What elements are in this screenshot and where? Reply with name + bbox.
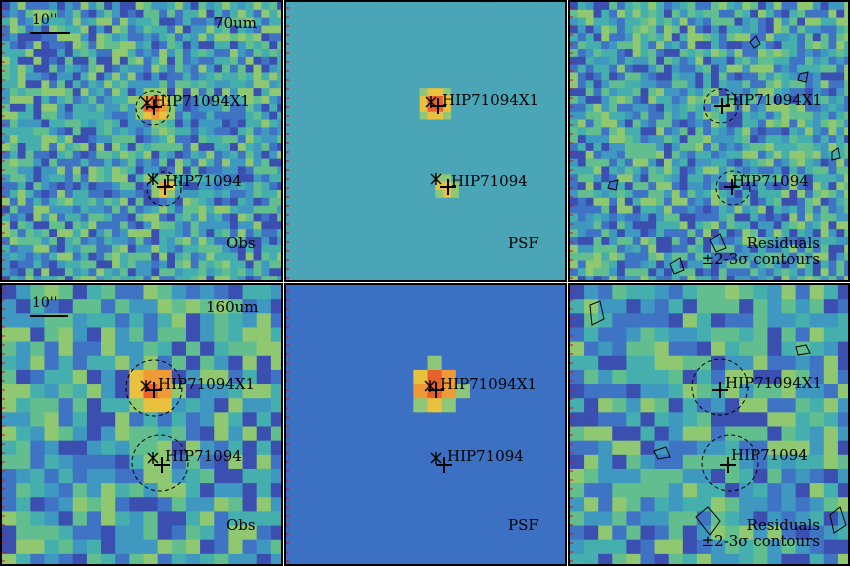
source-label-hip71094: HIP71094 — [447, 447, 524, 465]
source-label-hip71094: HIP71094 — [451, 172, 528, 190]
panel-label-psf: PSF — [508, 516, 539, 534]
res-panel-160um: Residuals ±2-3σ contours HIP71094X1 HIP7… — [568, 283, 850, 566]
band-label: 70um — [214, 14, 257, 32]
obs-panel-70um: 10'' 70um Obs HIP71094X1 HIP71094 — [0, 0, 283, 282]
psf-map-70um — [286, 2, 565, 280]
residuals-label: Residuals — [746, 516, 820, 534]
panel-label-obs: Obs — [226, 234, 256, 252]
contours-label: ±2-3σ contours — [701, 250, 820, 268]
psf-panel-70um: PSF HIP71094X1 HIP71094 — [284, 0, 567, 282]
source-label-hip71094x1: HIP71094X1 — [725, 374, 823, 392]
source-label-hip71094x1: HIP71094X1 — [158, 375, 256, 393]
scale-bar: 10'' — [30, 12, 70, 34]
panel-label-obs: Obs — [226, 516, 256, 534]
obs-panel-160um: 10'' 160um Obs HIP71094X1 HIP71094 — [0, 283, 283, 566]
source-label-hip71094x1: HIP71094X1 — [442, 91, 540, 109]
scale-label: 10'' — [32, 12, 58, 28]
source-label-hip71094: HIP71094 — [165, 172, 242, 190]
source-label-hip71094: HIP71094 — [731, 446, 808, 464]
source-label-hip71094x1: HIP71094X1 — [440, 375, 538, 393]
res-panel-70um: Residuals ±2-3σ contours HIP71094X1 HIP7… — [568, 0, 850, 282]
psf-map-160um — [286, 285, 565, 564]
contours-label: ±2-3σ contours — [701, 532, 820, 550]
residuals-label: Residuals — [746, 234, 820, 252]
scale-bar: 10'' — [30, 295, 68, 317]
source-label-hip71094x1: HIP71094X1 — [153, 92, 251, 110]
source-label-hip71094x1: HIP71094X1 — [725, 91, 823, 109]
band-label: 160um — [206, 298, 259, 316]
source-label-hip71094: HIP71094 — [732, 172, 809, 190]
panel-label-psf: PSF — [508, 234, 539, 252]
scale-label: 10'' — [32, 295, 58, 311]
source-label-hip71094: HIP71094 — [165, 447, 242, 465]
psf-panel-160um: PSF HIP71094X1 HIP71094 — [284, 283, 567, 566]
